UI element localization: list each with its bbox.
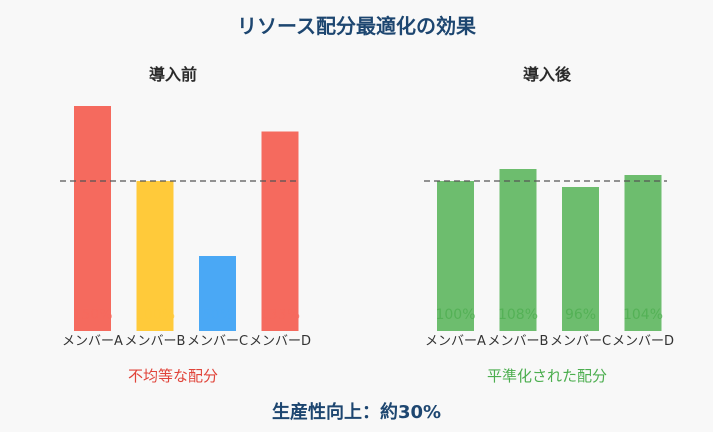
bar [624, 175, 662, 331]
category-label: メンバーA [425, 334, 486, 349]
chart-title: リソース配分最適化の効果 [237, 14, 476, 38]
bar [74, 106, 111, 331]
data-label: 150% [72, 307, 112, 323]
category-label: メンバーB [488, 334, 549, 349]
bar [136, 181, 174, 331]
bar [562, 187, 599, 331]
bar [261, 131, 299, 331]
data-label: 96% [565, 307, 596, 323]
data-label: 108% [498, 307, 538, 323]
bar [437, 181, 474, 331]
panel-title: 導入前 [149, 65, 197, 84]
panel-title: 導入後 [523, 65, 572, 84]
data-label: 100% [435, 307, 475, 323]
bar [499, 169, 537, 331]
bar [199, 256, 236, 331]
panel-caption: 不均等な配分 [128, 367, 218, 385]
category-label: メンバーD [612, 334, 674, 349]
data-label: 100% [135, 307, 175, 323]
category-label: メンバーA [62, 334, 123, 349]
panel-caption: 平準化された配分 [487, 367, 607, 385]
data-label: 133% [260, 307, 300, 323]
productivity-summary: 生産性向上：約30% [271, 402, 442, 423]
category-label: メンバーC [187, 334, 248, 349]
category-label: メンバーD [249, 334, 311, 349]
data-label: 50% [202, 307, 233, 323]
category-label: メンバーC [550, 334, 611, 349]
data-label: 104% [623, 307, 663, 323]
category-label: メンバーB [125, 334, 186, 349]
